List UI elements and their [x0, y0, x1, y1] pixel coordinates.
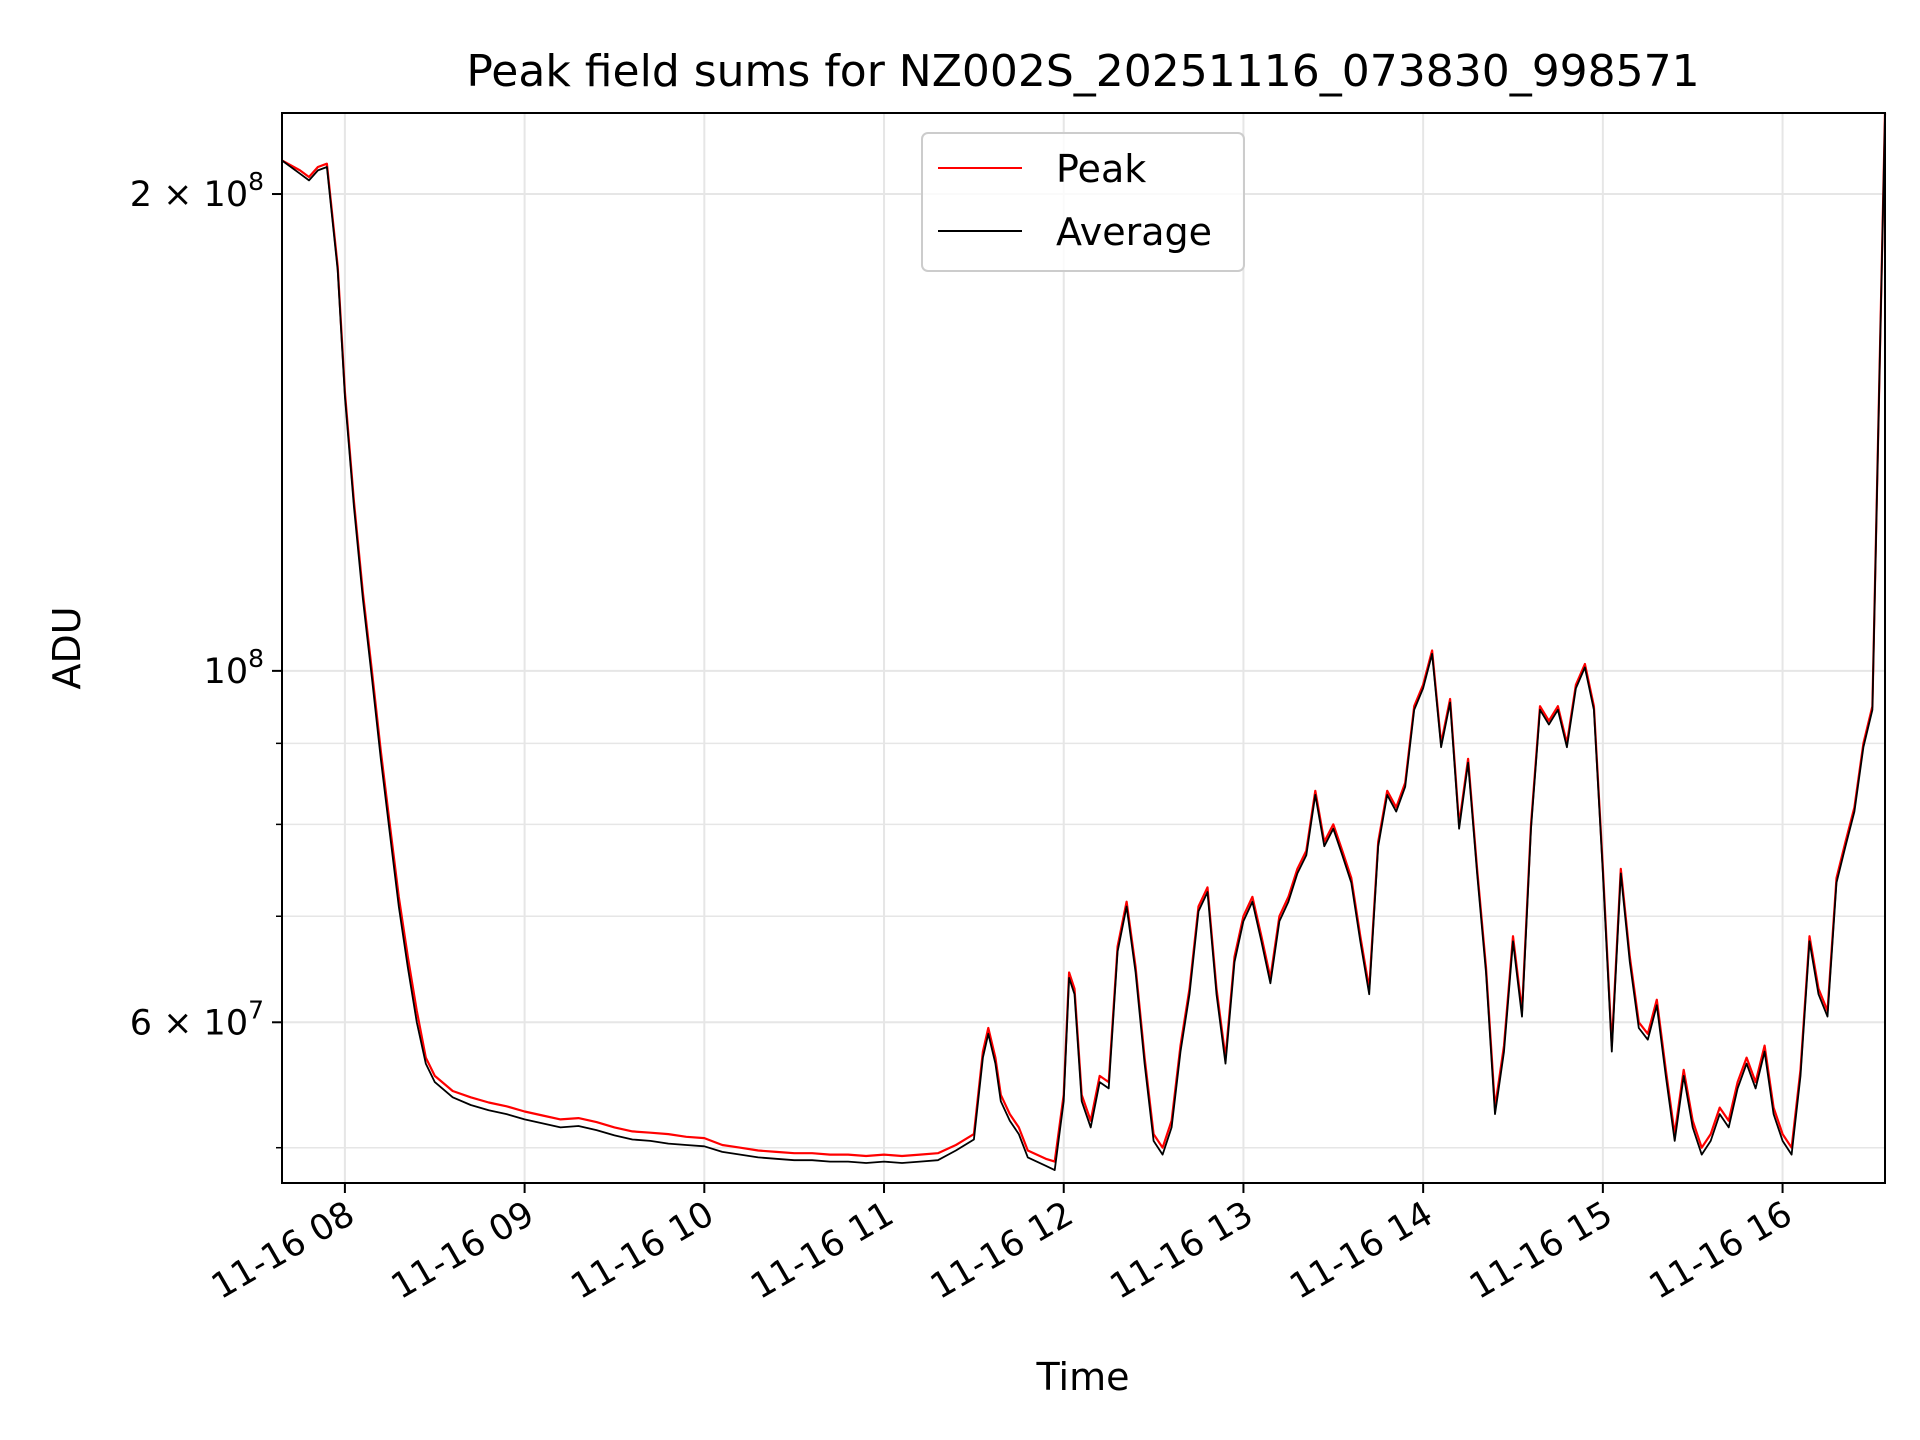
y-tick-label: 108	[204, 644, 264, 692]
legend-label-peak: Peak	[1056, 147, 1146, 191]
y-tick-label: 6 × 107	[130, 995, 264, 1043]
chart-title: Peak field sums for NZ002S_20251116_0738…	[466, 46, 1699, 97]
series-lines	[281, 112, 1887, 1171]
y-axis-label: ADU	[45, 606, 89, 689]
plot-frame	[281, 112, 1886, 1184]
legend: Peak Average	[921, 132, 1245, 272]
series-line-average	[281, 116, 1886, 1171]
legend-label-average: Average	[1056, 210, 1212, 254]
y-tick-label: 2 × 108	[130, 167, 264, 215]
x-axis-label: Time	[1036, 1355, 1130, 1399]
